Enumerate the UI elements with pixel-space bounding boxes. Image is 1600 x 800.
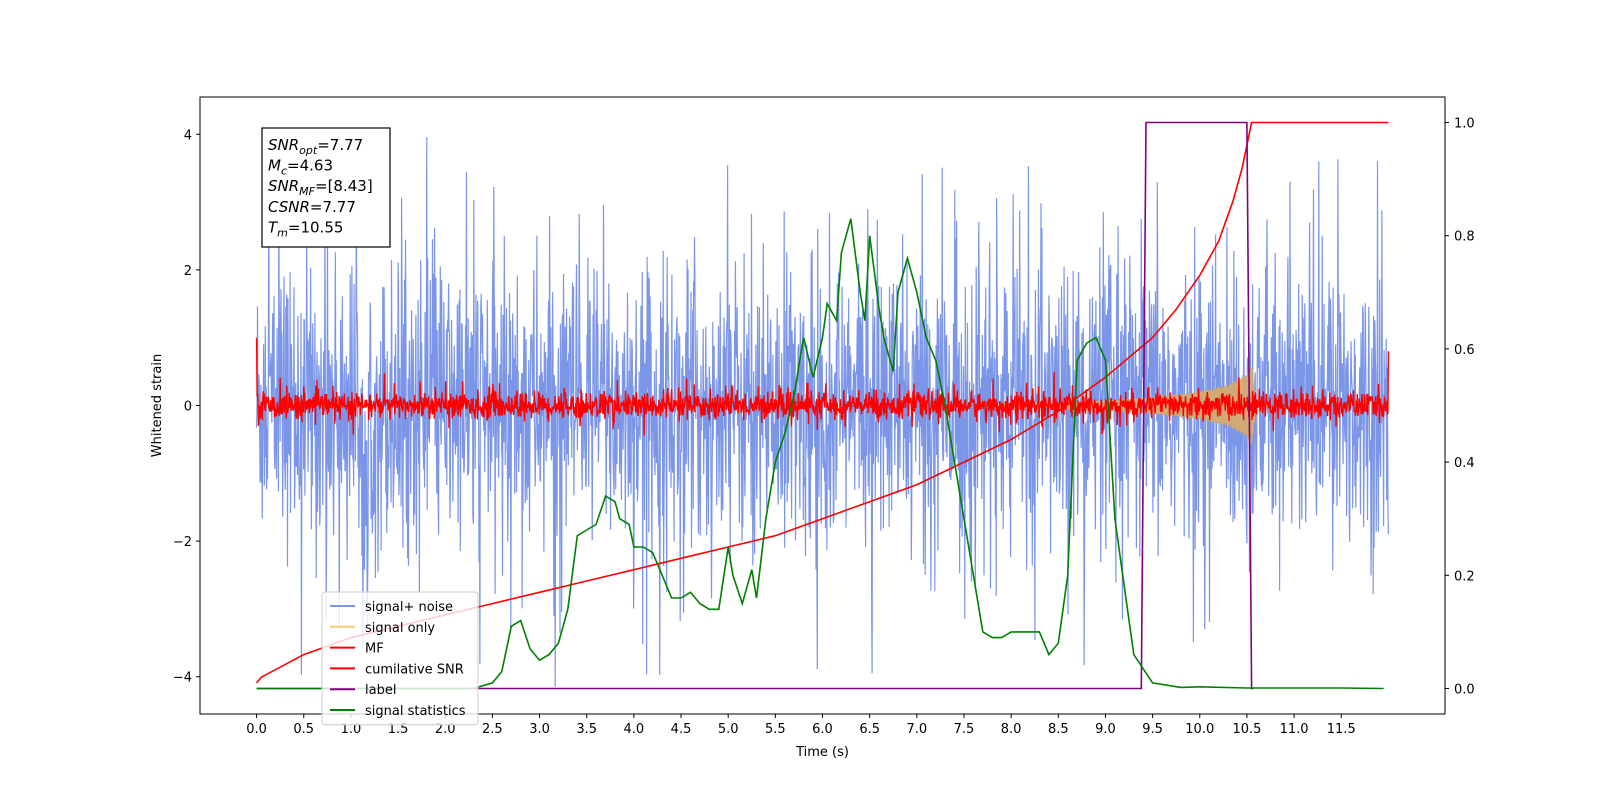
x-tick-label: 10.5 <box>1232 722 1261 737</box>
legend-label-label: label <box>365 683 396 698</box>
series-mf <box>255 337 1390 436</box>
annotation-line: Mc=4.63 <box>268 157 333 178</box>
legend-label-signal-statistics: signal statistics <box>365 704 466 719</box>
x-tick-label: 3.5 <box>576 722 597 737</box>
series-signal-statistics <box>256 218 1384 690</box>
x-tick-label: 5.0 <box>718 722 739 737</box>
legend-label-mf: MF <box>365 642 384 657</box>
y2-tick-label: 0.8 <box>1454 230 1475 245</box>
annotation-line: SNRMF=[8.43] <box>268 177 373 198</box>
x-tick-label: 5.5 <box>765 722 786 737</box>
x-tick-label: 2.0 <box>435 722 456 737</box>
y-tick-label: 4 <box>184 128 192 143</box>
x-tick-label: 3.0 <box>529 722 550 737</box>
annotation-line: SNRopt=7.77 <box>268 136 363 157</box>
y2-tick-label: 0.0 <box>1454 683 1475 698</box>
legend-label-signal-only: signal only <box>365 621 435 636</box>
x-tick-label: 9.0 <box>1095 722 1116 737</box>
y-tick-label: −2 <box>173 535 192 550</box>
y2-tick-label: 0.6 <box>1454 343 1475 358</box>
x-tick-label: 11.0 <box>1280 722 1309 737</box>
x-tick-label: 4.0 <box>624 722 645 737</box>
x-tick-label: 8.0 <box>1001 722 1022 737</box>
x-tick-label: 1.0 <box>341 722 362 737</box>
legend-frame <box>321 591 479 726</box>
x-tick-label: 11.5 <box>1327 722 1356 737</box>
x-tick-label: 10.0 <box>1185 722 1214 737</box>
y-axis-ticks: −4 −2 0 2 4 <box>173 128 200 686</box>
x-axis-label: Time (s) <box>795 745 849 760</box>
y2-tick-label: 0.4 <box>1454 456 1475 471</box>
annotation-frame <box>261 127 391 248</box>
y-tick-label: 0 <box>184 400 192 415</box>
annotation-line: Tm=10.55 <box>268 218 343 239</box>
legend-label-cumilative-snr: cumilative SNR <box>365 662 464 677</box>
x-tick-label: 6.0 <box>812 722 833 737</box>
x-tick-label: 7.0 <box>906 722 927 737</box>
x-tick-label: 1.5 <box>388 722 409 737</box>
x-axis-ticks: 0.0 0.5 1.0 1.5 2.0 2.5 3.0 3.5 4.0 4.5 5.0 5.5 6.0 6… <box>246 714 1356 737</box>
y-tick-label: −4 <box>173 671 192 686</box>
x-tick-label: 8.5 <box>1048 722 1069 737</box>
y-tick-label: 2 <box>184 264 192 279</box>
y-axis-label: Whitened strain <box>150 354 165 457</box>
x-tick-label: 2.5 <box>482 722 503 737</box>
plot-area <box>255 121 1390 690</box>
x-tick-label: 6.5 <box>859 722 880 737</box>
legend-label-signal-noise: signal+ noise <box>365 600 453 615</box>
y2-tick-label: 1.0 <box>1454 116 1475 131</box>
x-tick-label: 0.5 <box>293 722 314 737</box>
x-tick-label: 7.5 <box>954 722 975 737</box>
y2-axis-ticks: 0.0 0.2 0.4 0.6 0.8 1.0 <box>1445 116 1475 698</box>
x-tick-label: 9.5 <box>1142 722 1163 737</box>
y2-tick-label: 0.2 <box>1454 569 1475 584</box>
annotation-line: CSNR=7.77 <box>268 198 356 216</box>
x-tick-label: 4.5 <box>671 722 692 737</box>
legend: signal+ noise signal only MF cumilative SNR… <box>321 591 479 726</box>
x-tick-label: 0.0 <box>246 722 267 737</box>
